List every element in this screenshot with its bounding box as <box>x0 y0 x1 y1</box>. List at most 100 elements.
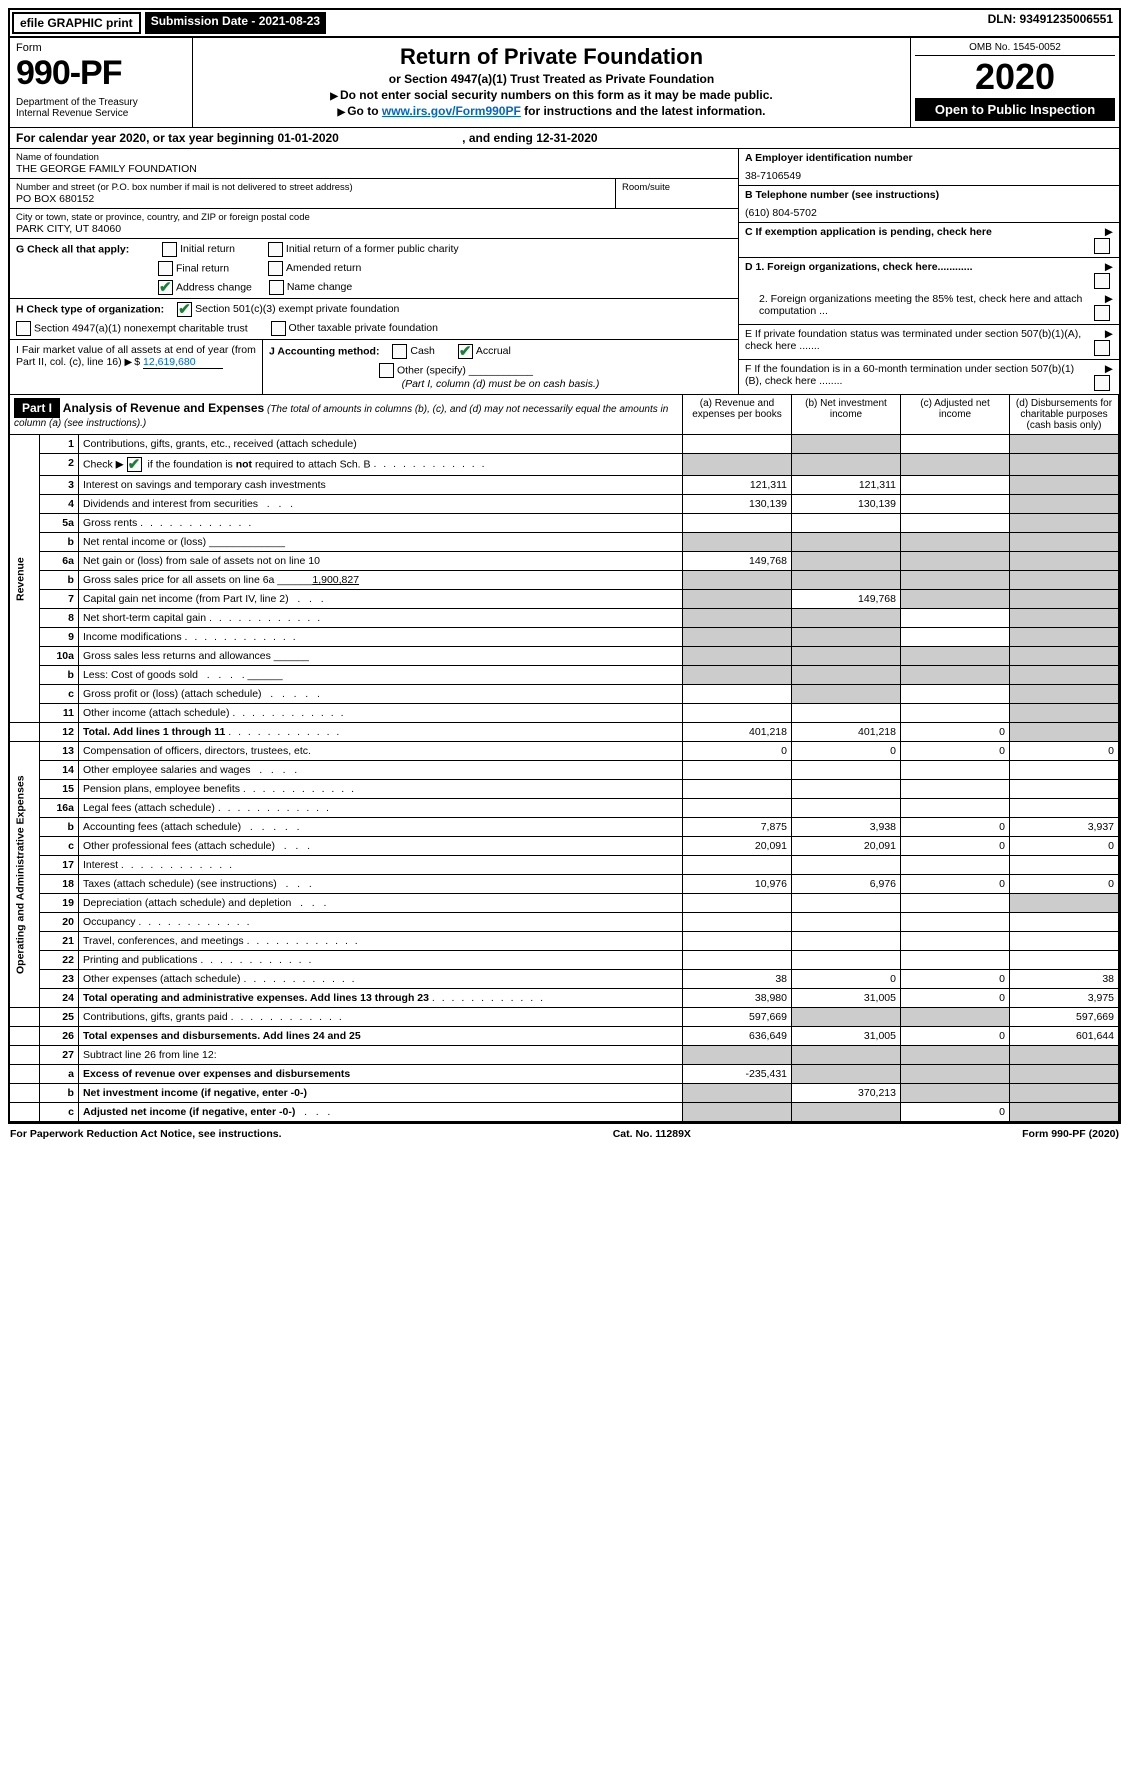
table-row: 21Travel, conferences, and meetings <box>10 932 1119 951</box>
cb-amended[interactable] <box>268 261 283 276</box>
section-h: H Check type of organization: Section 50… <box>10 298 738 339</box>
table-row: 19Depreciation (attach schedule) and dep… <box>10 894 1119 913</box>
revenue-side-label: Revenue <box>10 435 39 723</box>
note-link-line: Go to www.irs.gov/Form990PF for instruct… <box>203 104 900 118</box>
cb-accrual[interactable] <box>458 344 473 359</box>
table-row: 10aGross sales less returns and allowanc… <box>10 647 1119 666</box>
table-row: bGross sales price for all assets on lin… <box>10 571 1119 590</box>
table-row: 8Net short-term capital gain <box>10 609 1119 628</box>
table-row: 3Interest on savings and temporary cash … <box>10 476 1119 495</box>
cb-name-change[interactable] <box>269 280 284 295</box>
col-c-header: (c) Adjusted net income <box>901 395 1010 435</box>
table-row: 6aNet gain or (loss) from sale of assets… <box>10 552 1119 571</box>
footer-left: For Paperwork Reduction Act Notice, see … <box>10 1128 282 1140</box>
table-row: 7Capital gain net income (from Part IV, … <box>10 590 1119 609</box>
address-row: Number and street (or P.O. box number if… <box>10 178 738 208</box>
table-row: bNet rental income or (loss) ___________… <box>10 533 1119 552</box>
form-number-block: Form 990-PF Department of the Treasury I… <box>10 38 193 127</box>
table-row: aExcess of revenue over expenses and dis… <box>10 1065 1119 1084</box>
cb-85pct-test[interactable] <box>1094 305 1110 321</box>
cb-cash[interactable] <box>392 344 407 359</box>
table-row: 15Pension plans, employee benefits <box>10 780 1119 799</box>
section-f: F If the foundation is in a 60-month ter… <box>739 359 1119 394</box>
foundation-name-cell: Name of foundation THE GEORGE FAMILY FOU… <box>10 149 738 178</box>
table-row: 9Income modifications <box>10 628 1119 647</box>
table-row: 17Interest <box>10 856 1119 875</box>
table-row: Operating and Administrative Expenses 13… <box>10 742 1119 761</box>
cb-other-taxable[interactable] <box>271 321 286 336</box>
form-container: efile GRAPHIC print Submission Date - 20… <box>8 8 1121 1124</box>
submission-date: Submission Date - 2021-08-23 <box>145 12 326 34</box>
table-row: bLess: Cost of goods sold . . . . ______ <box>10 666 1119 685</box>
dln: DLN: 93491235006551 <box>982 10 1119 36</box>
room-suite-cell: Room/suite <box>616 179 738 208</box>
table-row: 22Printing and publications <box>10 951 1119 970</box>
form-title-block: Return of Private Foundation or Section … <box>193 38 910 127</box>
table-row: 25Contributions, gifts, grants paid 597,… <box>10 1008 1119 1027</box>
section-e: E If private foundation status was termi… <box>739 324 1119 359</box>
table-row: 24Total operating and administrative exp… <box>10 989 1119 1008</box>
fmv-value: 12,619,680 <box>143 356 223 369</box>
street-cell: Number and street (or P.O. box number if… <box>10 179 616 208</box>
entity-left-col: Name of foundation THE GEORGE FAMILY FOU… <box>10 149 738 394</box>
table-row: 5aGross rents <box>10 514 1119 533</box>
dept-line-2: Internal Revenue Service <box>16 108 186 119</box>
section-j: J Accounting method: Cash Accrual Other … <box>263 340 738 394</box>
cb-sch-b-not-required[interactable] <box>127 457 142 472</box>
cb-other-method[interactable] <box>379 363 394 378</box>
part1-badge: Part I <box>14 398 60 418</box>
table-row: 4Dividends and interest from securities … <box>10 495 1119 514</box>
form-subtitle: or Section 4947(a)(1) Trust Treated as P… <box>203 72 900 86</box>
table-row: 18Taxes (attach schedule) (see instructi… <box>10 875 1119 894</box>
part1-table: Part I Analysis of Revenue and Expenses … <box>10 394 1119 1122</box>
footer-mid: Cat. No. 11289X <box>613 1128 691 1140</box>
table-row: 26Total expenses and disbursements. Add … <box>10 1027 1119 1046</box>
city-cell: City or town, state or province, country… <box>10 208 738 238</box>
section-i-j: I Fair market value of all assets at end… <box>10 339 738 394</box>
table-row: 16aLegal fees (attach schedule) <box>10 799 1119 818</box>
ein-value: 38-7106549 <box>745 170 1113 182</box>
calendar-year-row: For calendar year 2020, or tax year begi… <box>10 127 1119 148</box>
dept-line-1: Department of the Treasury <box>16 97 186 108</box>
irs-link[interactable]: www.irs.gov/Form990PF <box>382 104 521 118</box>
section-g: G Check all that apply: Initial return I… <box>10 238 738 298</box>
cb-60month[interactable] <box>1094 375 1110 391</box>
table-row: 2Check ▶ if the foundation is not requir… <box>10 454 1119 476</box>
cb-initial-return[interactable] <box>162 242 177 257</box>
phone-cell: B Telephone number (see instructions) (6… <box>739 185 1119 222</box>
col-d-header: (d) Disbursements for charitable purpose… <box>1010 395 1119 435</box>
cb-status-terminated[interactable] <box>1094 340 1110 356</box>
section-c: C If exemption application is pending, c… <box>739 222 1119 257</box>
foundation-name: THE GEORGE FAMILY FOUNDATION <box>16 163 732 175</box>
phone-value: (610) 804-5702 <box>745 207 1113 219</box>
omb-number: OMB No. 1545-0052 <box>915 42 1115 56</box>
footer-right: Form 990-PF (2020) <box>1022 1128 1119 1140</box>
cb-initial-former[interactable] <box>268 242 283 257</box>
cb-final-return[interactable] <box>158 261 173 276</box>
table-row: 12Total. Add lines 1 through 11 401,2184… <box>10 723 1119 742</box>
table-row: 20Occupancy <box>10 913 1119 932</box>
cb-foreign-org[interactable] <box>1094 273 1110 289</box>
street-address: PO BOX 680152 <box>16 193 609 205</box>
cb-501c3[interactable] <box>177 302 192 317</box>
entity-info-grid: Name of foundation THE GEORGE FAMILY FOU… <box>10 148 1119 394</box>
table-row: cOther professional fees (attach schedul… <box>10 837 1119 856</box>
table-row: bAccounting fees (attach schedule) . . .… <box>10 818 1119 837</box>
section-i: I Fair market value of all assets at end… <box>10 340 263 394</box>
table-row: cAdjusted net income (if negative, enter… <box>10 1103 1119 1122</box>
cb-exemption-pending[interactable] <box>1094 238 1110 254</box>
note-ssn: Do not enter social security numbers on … <box>203 88 900 102</box>
cb-4947a1[interactable] <box>16 321 31 336</box>
table-row: 14Other employee salaries and wages . . … <box>10 761 1119 780</box>
table-row: bNet investment income (if negative, ent… <box>10 1084 1119 1103</box>
ein-cell: A Employer identification number 38-7106… <box>739 149 1119 185</box>
cb-address-change[interactable] <box>158 280 173 295</box>
page-footer: For Paperwork Reduction Act Notice, see … <box>8 1124 1121 1144</box>
table-row: cGross profit or (loss) (attach schedule… <box>10 685 1119 704</box>
entity-right-col: A Employer identification number 38-7106… <box>738 149 1119 394</box>
year-block: OMB No. 1545-0052 2020 Open to Public In… <box>910 38 1119 127</box>
col-b-header: (b) Net investment income <box>792 395 901 435</box>
tax-year: 2020 <box>915 56 1115 98</box>
form-title: Return of Private Foundation <box>203 44 900 70</box>
form-header: Form 990-PF Department of the Treasury I… <box>10 38 1119 127</box>
